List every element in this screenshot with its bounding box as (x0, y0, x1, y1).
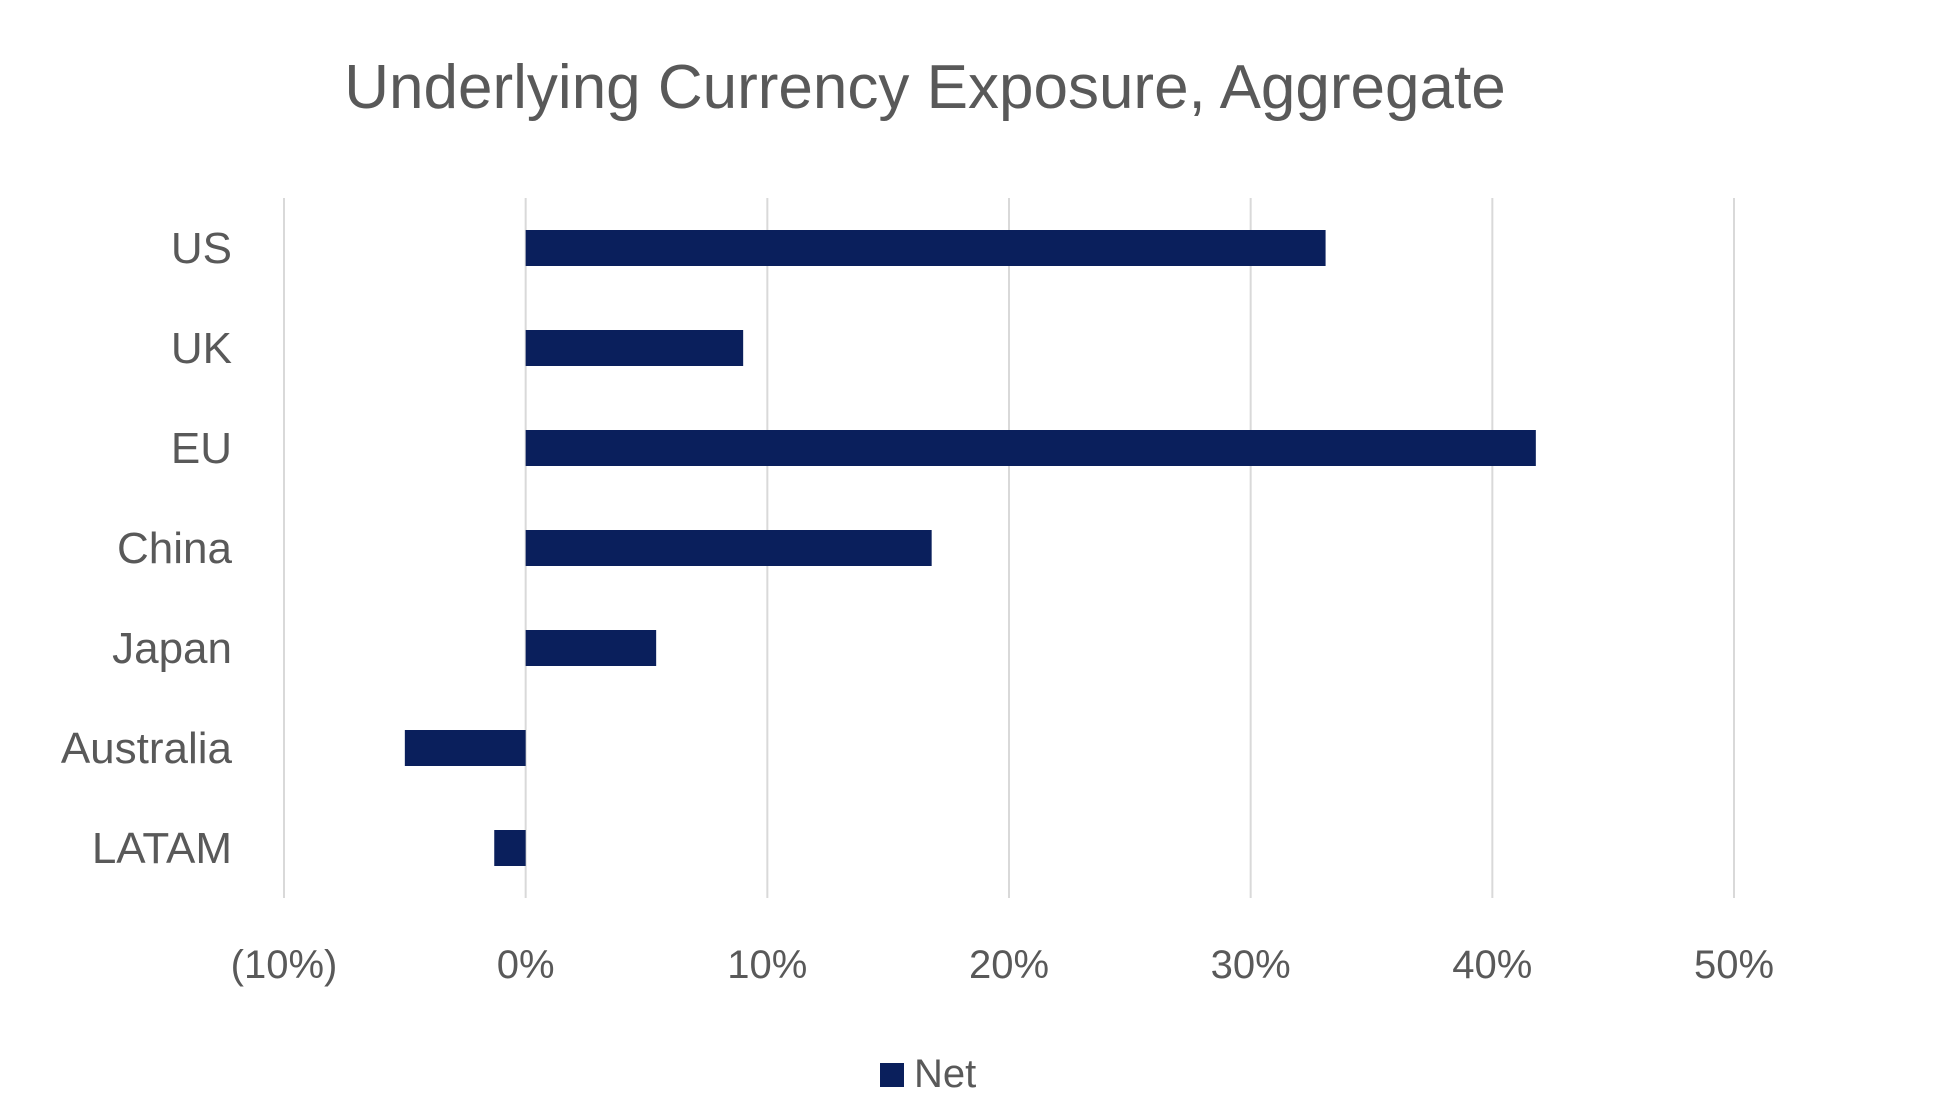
x-tick-label: 0% (497, 943, 555, 987)
gridlines (283, 198, 1735, 898)
bar-us (525, 230, 1326, 266)
x-tick-label: 30% (1211, 943, 1291, 987)
category-label-china: China (117, 524, 232, 573)
legend: Net (880, 1052, 976, 1097)
category-label-latam: LATAM (92, 824, 232, 873)
category-label-japan: Japan (112, 624, 232, 673)
x-tick-label: 50% (1694, 943, 1774, 987)
legend-swatch (880, 1062, 904, 1087)
x-tick-label: 40% (1452, 943, 1532, 987)
bar-uk (525, 330, 744, 366)
bar-eu (525, 430, 1536, 466)
bar-latam (494, 830, 526, 866)
chart-title: Underlying Currency Exposure, Aggregate (344, 53, 1506, 122)
x-tick-label: 10% (727, 943, 807, 987)
bar-japan (525, 630, 657, 666)
x-axis-tick-labels: (10%) 0% 10% 20% 30% 40% 50% (231, 943, 1774, 987)
bars (404, 230, 1536, 866)
category-label-uk: UK (171, 324, 232, 373)
category-label-eu: EU (171, 424, 232, 473)
x-tick-label: 20% (969, 943, 1049, 987)
category-labels: US UK EU China Japan Australia LATAM (61, 224, 233, 873)
category-label-australia: Australia (61, 724, 233, 773)
legend-label: Net (914, 1052, 977, 1096)
bar-china (525, 530, 932, 566)
category-label-us: US (171, 224, 232, 273)
x-tick-label: (10%) (231, 943, 338, 987)
bar-australia (404, 730, 526, 766)
